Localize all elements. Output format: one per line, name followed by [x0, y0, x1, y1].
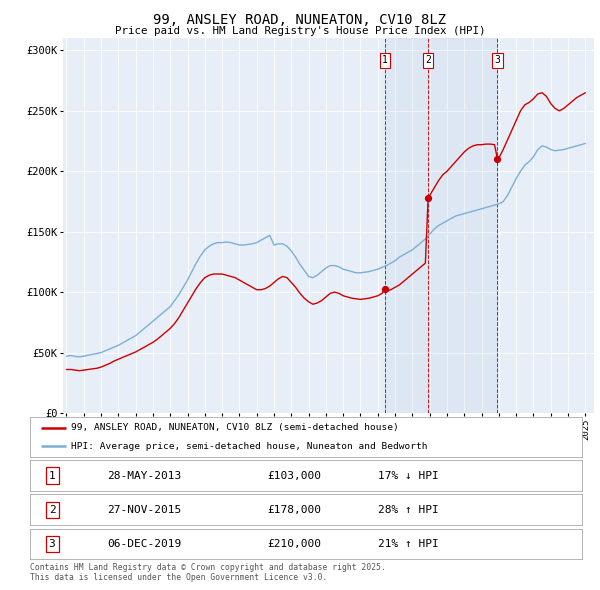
Text: Contains HM Land Registry data © Crown copyright and database right 2025.
This d: Contains HM Land Registry data © Crown c…: [30, 563, 386, 582]
Point: [380, 284, 389, 293]
Point: [424, 193, 433, 202]
Bar: [385, 38, 428, 413]
Text: £178,000: £178,000: [268, 505, 322, 514]
Point: [493, 155, 502, 164]
Text: 21% ↑ HPI: 21% ↑ HPI: [378, 539, 439, 549]
Text: Price paid vs. HM Land Registry's House Price Index (HPI): Price paid vs. HM Land Registry's House …: [115, 26, 485, 36]
Text: £210,000: £210,000: [268, 539, 322, 549]
Text: 17% ↓ HPI: 17% ↓ HPI: [378, 471, 439, 480]
Bar: [428, 38, 497, 413]
Text: 28-MAY-2013: 28-MAY-2013: [107, 471, 182, 480]
Text: 2: 2: [425, 55, 431, 65]
Text: 2: 2: [49, 505, 55, 514]
Text: 3: 3: [49, 539, 55, 549]
Text: 99, ANSLEY ROAD, NUNEATON, CV10 8LZ (semi-detached house): 99, ANSLEY ROAD, NUNEATON, CV10 8LZ (sem…: [71, 424, 399, 432]
Text: HPI: Average price, semi-detached house, Nuneaton and Bedworth: HPI: Average price, semi-detached house,…: [71, 442, 428, 451]
Text: 27-NOV-2015: 27-NOV-2015: [107, 505, 182, 514]
Text: 1: 1: [382, 55, 388, 65]
Text: £103,000: £103,000: [268, 471, 322, 480]
Text: 06-DEC-2019: 06-DEC-2019: [107, 539, 182, 549]
Text: 1: 1: [49, 471, 55, 480]
Text: 28% ↑ HPI: 28% ↑ HPI: [378, 505, 439, 514]
Text: 99, ANSLEY ROAD, NUNEATON, CV10 8LZ: 99, ANSLEY ROAD, NUNEATON, CV10 8LZ: [154, 13, 446, 27]
Text: 3: 3: [494, 55, 500, 65]
